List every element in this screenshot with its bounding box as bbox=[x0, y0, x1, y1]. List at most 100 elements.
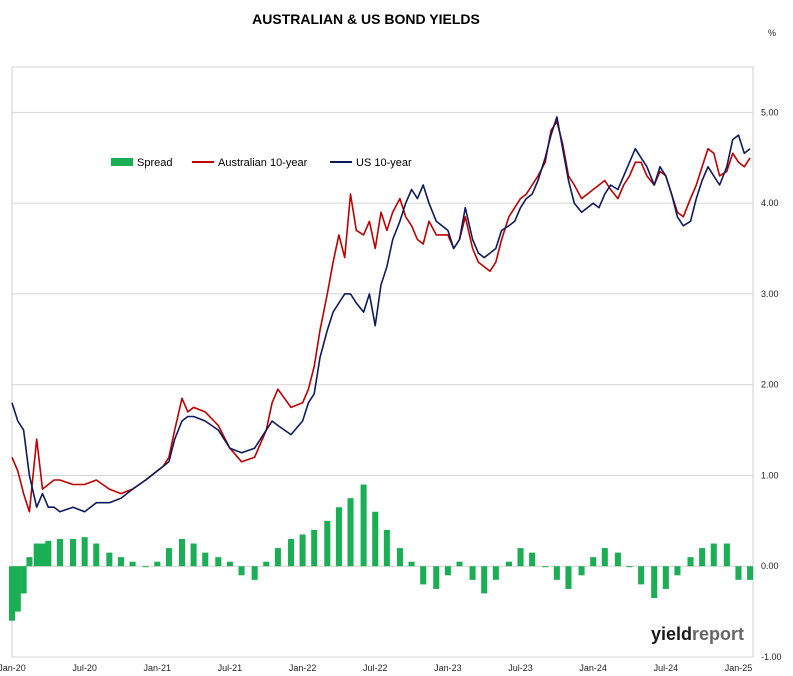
spread-bar bbox=[601, 548, 608, 567]
y-tick-label: 4.00 bbox=[761, 198, 779, 208]
spread-bar bbox=[687, 557, 694, 567]
x-tick-label: Jan-25 bbox=[725, 663, 753, 673]
chart-title: AUSTRALIAN & US BOND YIELDS bbox=[252, 11, 480, 27]
spread-bar bbox=[638, 566, 645, 585]
legend-label: Spread bbox=[137, 157, 172, 169]
spread-bar bbox=[578, 566, 585, 576]
spread-bar bbox=[553, 566, 560, 580]
legend-label: Australian 10-year bbox=[218, 157, 308, 169]
spread-bar bbox=[372, 511, 379, 567]
spread-bar bbox=[33, 543, 40, 567]
spread-bar bbox=[699, 548, 706, 567]
spread-bar bbox=[626, 566, 633, 568]
x-tick-label: Jul-22 bbox=[363, 663, 388, 673]
spread-bar bbox=[492, 566, 499, 580]
spread-bar bbox=[8, 566, 16, 621]
spread-bar bbox=[287, 539, 294, 567]
yieldreport-logo: yieldreport bbox=[651, 624, 744, 644]
spread-bar bbox=[311, 529, 318, 567]
y-tick-label: -1.00 bbox=[761, 652, 782, 662]
spread-bar bbox=[433, 566, 440, 589]
spread-bar bbox=[202, 552, 209, 567]
x-tick-label: Jan-23 bbox=[434, 663, 462, 673]
y-tick-label: 2.00 bbox=[761, 380, 779, 390]
spread-bar bbox=[129, 561, 136, 567]
x-tick-label: Jul-23 bbox=[508, 663, 533, 673]
spread-bar bbox=[154, 561, 161, 567]
spread-bar bbox=[444, 566, 451, 576]
spread-bar bbox=[590, 557, 597, 567]
spread-bar bbox=[710, 543, 717, 567]
spread-bar bbox=[69, 539, 77, 567]
y-tick-label: 5.00 bbox=[761, 107, 779, 117]
spread-bar bbox=[674, 566, 681, 576]
x-tick-label: Jan-22 bbox=[289, 663, 317, 673]
logo-report-text: report bbox=[692, 624, 744, 644]
spread-bar bbox=[93, 543, 100, 567]
spread-bar bbox=[14, 566, 21, 612]
y-axis-label: % bbox=[768, 28, 776, 38]
spread-bar bbox=[178, 539, 186, 567]
spread-bar bbox=[735, 566, 742, 580]
spread-bar bbox=[251, 566, 258, 580]
spread-bar bbox=[106, 552, 113, 567]
spread-bar bbox=[335, 507, 342, 567]
y-axis-ticks: 5.00 4.00 3.00 2.00 1.00 0.00 -1.00 bbox=[761, 107, 782, 662]
spread-bar bbox=[651, 566, 658, 598]
spread-bar bbox=[142, 566, 149, 568]
spread-bar bbox=[542, 566, 549, 568]
y-tick-label: 0.00 bbox=[761, 561, 779, 571]
spread-bar bbox=[723, 543, 730, 567]
spread-bars bbox=[8, 484, 754, 621]
spread-bar bbox=[238, 566, 245, 576]
legend: Spread Australian 10-year US 10-year bbox=[111, 157, 412, 169]
x-tick-label: Jul-21 bbox=[218, 663, 243, 673]
spread-bar bbox=[420, 566, 427, 585]
x-tick-label: Jan-24 bbox=[579, 663, 607, 673]
spread-bar bbox=[190, 543, 197, 567]
spread-bar bbox=[45, 540, 52, 567]
svg-text:yieldreport: yieldreport bbox=[651, 624, 744, 644]
spread-bar bbox=[26, 557, 33, 567]
spread-bar bbox=[383, 529, 390, 567]
spread-bar bbox=[263, 561, 270, 567]
legend-label: US 10-year bbox=[356, 157, 412, 169]
spread-bar bbox=[529, 552, 536, 567]
spread-bar bbox=[299, 534, 306, 567]
us-10-year-line bbox=[11, 116, 751, 513]
spread-bar bbox=[117, 557, 124, 567]
y-tick-label: 3.00 bbox=[761, 289, 779, 299]
grid-lines bbox=[11, 66, 754, 658]
spread-bar bbox=[360, 484, 367, 567]
y-tick-label: 1.00 bbox=[761, 470, 779, 480]
x-tick-label: Jan-20 bbox=[0, 663, 26, 673]
spread-bar bbox=[81, 537, 88, 567]
spread-bar bbox=[614, 552, 621, 567]
yield-lines bbox=[11, 116, 751, 513]
spread-bar bbox=[481, 566, 488, 594]
spread-bar bbox=[662, 566, 669, 589]
x-tick-label: Jul-24 bbox=[654, 663, 679, 673]
spread-bar bbox=[747, 566, 754, 580]
spread-bar bbox=[226, 561, 233, 567]
spread-bar bbox=[347, 498, 354, 567]
x-tick-label: Jul-20 bbox=[72, 663, 97, 673]
spread-bar bbox=[20, 566, 27, 594]
spread-bar bbox=[274, 548, 281, 567]
spread-bar bbox=[324, 520, 331, 567]
legend-swatch-spread bbox=[111, 158, 133, 166]
spread-bar bbox=[39, 543, 46, 567]
x-tick-label: Jan-21 bbox=[144, 663, 172, 673]
spread-bar bbox=[505, 561, 512, 567]
spread-bar bbox=[56, 539, 63, 567]
spread-bar bbox=[469, 566, 476, 580]
x-axis-ticks: Jan-20 Jul-20 Jan-21 Jul-21 Jan-22 Jul-22 Jan-… bbox=[0, 663, 752, 673]
spread-bar bbox=[215, 557, 222, 567]
spread-bar bbox=[396, 548, 403, 567]
spread-bar bbox=[517, 548, 524, 567]
spread-bar bbox=[408, 561, 415, 567]
spread-bar bbox=[456, 561, 463, 567]
spread-bar bbox=[565, 566, 572, 589]
